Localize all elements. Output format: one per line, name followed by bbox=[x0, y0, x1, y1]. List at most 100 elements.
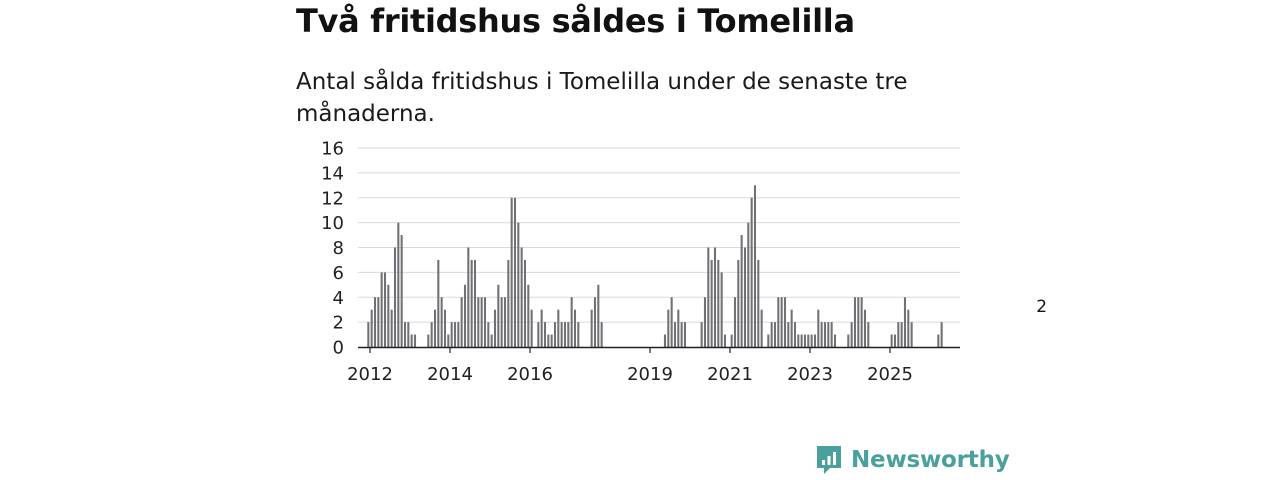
bar bbox=[937, 334, 940, 347]
bar bbox=[447, 334, 450, 347]
bar bbox=[680, 322, 683, 347]
bar bbox=[767, 334, 770, 347]
bar bbox=[823, 322, 827, 347]
bar bbox=[810, 334, 813, 347]
bar bbox=[373, 297, 377, 347]
bar bbox=[553, 322, 557, 347]
bar bbox=[740, 235, 743, 347]
bar bbox=[663, 334, 667, 347]
bar bbox=[590, 309, 593, 347]
bar bbox=[493, 309, 497, 347]
newsworthy-logo[interactable]: Newsworthy bbox=[815, 444, 1010, 476]
bar bbox=[410, 334, 413, 347]
bar bbox=[940, 322, 943, 347]
x-tick-label: 2019 bbox=[627, 364, 673, 385]
bar bbox=[833, 334, 837, 347]
bar bbox=[683, 322, 687, 347]
bar bbox=[700, 322, 703, 347]
x-tick-label: 2025 bbox=[867, 364, 913, 385]
bar bbox=[757, 259, 760, 347]
bar bbox=[480, 297, 483, 347]
y-tick-label: 8 bbox=[333, 238, 344, 259]
bar bbox=[547, 334, 550, 347]
bar bbox=[827, 322, 830, 347]
bar bbox=[450, 322, 453, 347]
bar bbox=[403, 322, 407, 347]
bar bbox=[567, 322, 570, 347]
chart-subtitle: Antal sålda fritidshus i Tomelilla under… bbox=[296, 69, 908, 127]
bar bbox=[730, 334, 733, 347]
bar bbox=[497, 284, 500, 347]
bar bbox=[820, 322, 823, 347]
bar bbox=[573, 309, 577, 347]
bar bbox=[753, 185, 757, 347]
bar bbox=[817, 309, 820, 347]
x-tick-label: 2021 bbox=[707, 364, 753, 385]
bar bbox=[717, 259, 720, 347]
bar bbox=[863, 309, 867, 347]
bar bbox=[433, 309, 437, 347]
y-tick-label: 10 bbox=[321, 213, 344, 234]
bar bbox=[540, 309, 543, 347]
bar bbox=[393, 247, 397, 347]
bar bbox=[517, 222, 520, 347]
bar bbox=[507, 259, 510, 347]
bar bbox=[907, 309, 910, 347]
bar bbox=[523, 259, 527, 347]
bar bbox=[790, 309, 793, 347]
bar bbox=[570, 297, 573, 347]
bar bbox=[673, 322, 677, 347]
bar bbox=[470, 259, 473, 347]
bar bbox=[793, 322, 797, 347]
y-tick-label: 12 bbox=[321, 188, 344, 209]
bar bbox=[747, 222, 750, 347]
bar bbox=[807, 334, 810, 347]
bar bbox=[453, 322, 457, 347]
bar bbox=[743, 247, 747, 347]
bar bbox=[853, 297, 857, 347]
bar bbox=[857, 297, 860, 347]
bar bbox=[707, 247, 710, 347]
bar bbox=[860, 297, 863, 347]
bar bbox=[427, 334, 430, 347]
bar bbox=[490, 334, 493, 347]
bar bbox=[593, 297, 597, 347]
bar bbox=[867, 322, 870, 347]
bar bbox=[467, 247, 470, 347]
bar bbox=[910, 322, 913, 347]
bar bbox=[413, 334, 417, 347]
bar bbox=[387, 284, 390, 347]
bar bbox=[503, 297, 507, 347]
bar bbox=[720, 272, 723, 347]
newsworthy-logo-icon bbox=[817, 446, 841, 474]
bar bbox=[897, 322, 900, 347]
bar bbox=[670, 297, 673, 347]
bar bbox=[487, 322, 490, 347]
y-tick-label: 14 bbox=[321, 163, 344, 184]
bar bbox=[560, 322, 563, 347]
bar bbox=[803, 334, 807, 347]
bar bbox=[893, 334, 897, 347]
x-tick-label: 2012 bbox=[347, 364, 393, 385]
bar bbox=[543, 322, 547, 347]
bar bbox=[563, 322, 567, 347]
bar bbox=[830, 322, 833, 347]
bar bbox=[890, 334, 893, 347]
x-tick-label: 2014 bbox=[427, 364, 473, 385]
bar bbox=[443, 309, 447, 347]
highlight-value-label: 2 bbox=[1036, 297, 1047, 317]
bar bbox=[850, 322, 853, 347]
bar bbox=[797, 334, 800, 347]
bar bbox=[483, 297, 487, 347]
bar bbox=[713, 247, 717, 347]
bar bbox=[903, 297, 907, 347]
bar bbox=[783, 297, 787, 347]
y-tick-label: 2 bbox=[333, 313, 344, 334]
bar bbox=[703, 297, 707, 347]
bar bbox=[677, 309, 680, 347]
bar bbox=[597, 284, 600, 347]
bar bbox=[380, 272, 383, 347]
bar bbox=[787, 322, 790, 347]
x-tick-label: 2016 bbox=[507, 364, 553, 385]
